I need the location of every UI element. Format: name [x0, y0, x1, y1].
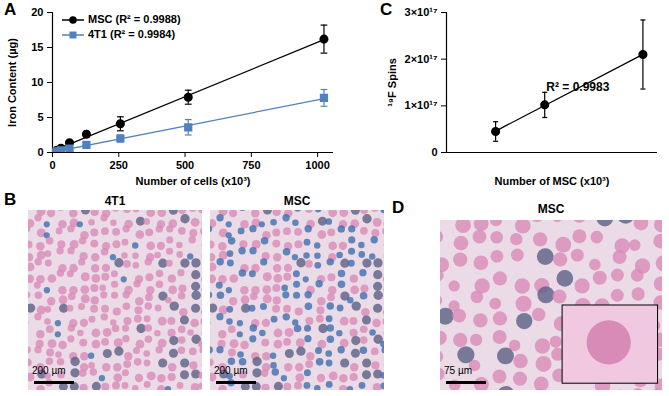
html-text:MSC: MSC — [283, 194, 311, 208]
html-text:MSC: MSC — [537, 202, 565, 216]
html-text:B: B — [4, 190, 17, 209]
html-text:200 µm: 200 µm — [214, 365, 248, 376]
svg-text:3×10¹⁷: 3×10¹⁷ — [405, 6, 438, 18]
svg-text:Number of MSC (x10³): Number of MSC (x10³) — [495, 175, 610, 187]
html-text:75 µm: 75 µm — [444, 365, 472, 376]
svg-text:15: 15 — [31, 41, 43, 53]
html-text:200 µm: 200 µm — [32, 365, 66, 376]
svg-text:1×10¹⁷: 1×10¹⁷ — [405, 99, 438, 111]
svg-text:250: 250 — [110, 159, 128, 171]
svg-text:0: 0 — [49, 159, 55, 171]
html-text:4T1 (R² = 0.9984): 4T1 (R² = 0.9984) — [88, 28, 176, 40]
svg-text:Iron Content (µg): Iron Content (µg) — [6, 38, 18, 127]
svg-text:¹⁹F Spins: ¹⁹F Spins — [386, 58, 398, 107]
svg-text:500: 500 — [176, 159, 194, 171]
svg-text:Number of cells (x10³): Number of cells (x10³) — [136, 175, 251, 187]
svg-text:750: 750 — [242, 159, 260, 171]
svg-text:10: 10 — [31, 76, 43, 88]
svg-text:1000: 1000 — [305, 159, 329, 171]
html-text:4T1: 4T1 — [104, 194, 126, 208]
svg-text:5: 5 — [37, 111, 43, 123]
html-text:D: D — [392, 198, 405, 217]
svg-text:2×10¹⁷: 2×10¹⁷ — [405, 53, 438, 65]
html-text:C: C — [380, 0, 393, 19]
html-text:MSC (R² = 0.9988): MSC (R² = 0.9988) — [88, 13, 181, 25]
html-text:A: A — [4, 0, 17, 19]
svg-text:0: 0 — [431, 146, 437, 158]
html-text:R² = 0.9983: R² = 0.9983 — [546, 79, 610, 94]
svg-text:0: 0 — [37, 146, 43, 158]
svg-text:20: 20 — [31, 6, 43, 18]
